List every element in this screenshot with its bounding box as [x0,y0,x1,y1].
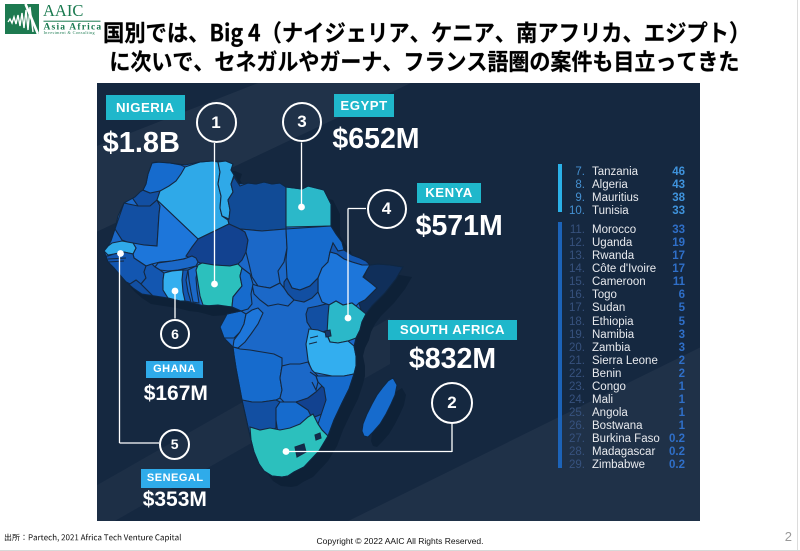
svg-text:Investment & Consulting: Investment & Consulting [44,30,96,35]
svg-text:Asia Africa: Asia Africa [44,23,103,33]
svg-text:AAIC: AAIC [43,1,83,20]
